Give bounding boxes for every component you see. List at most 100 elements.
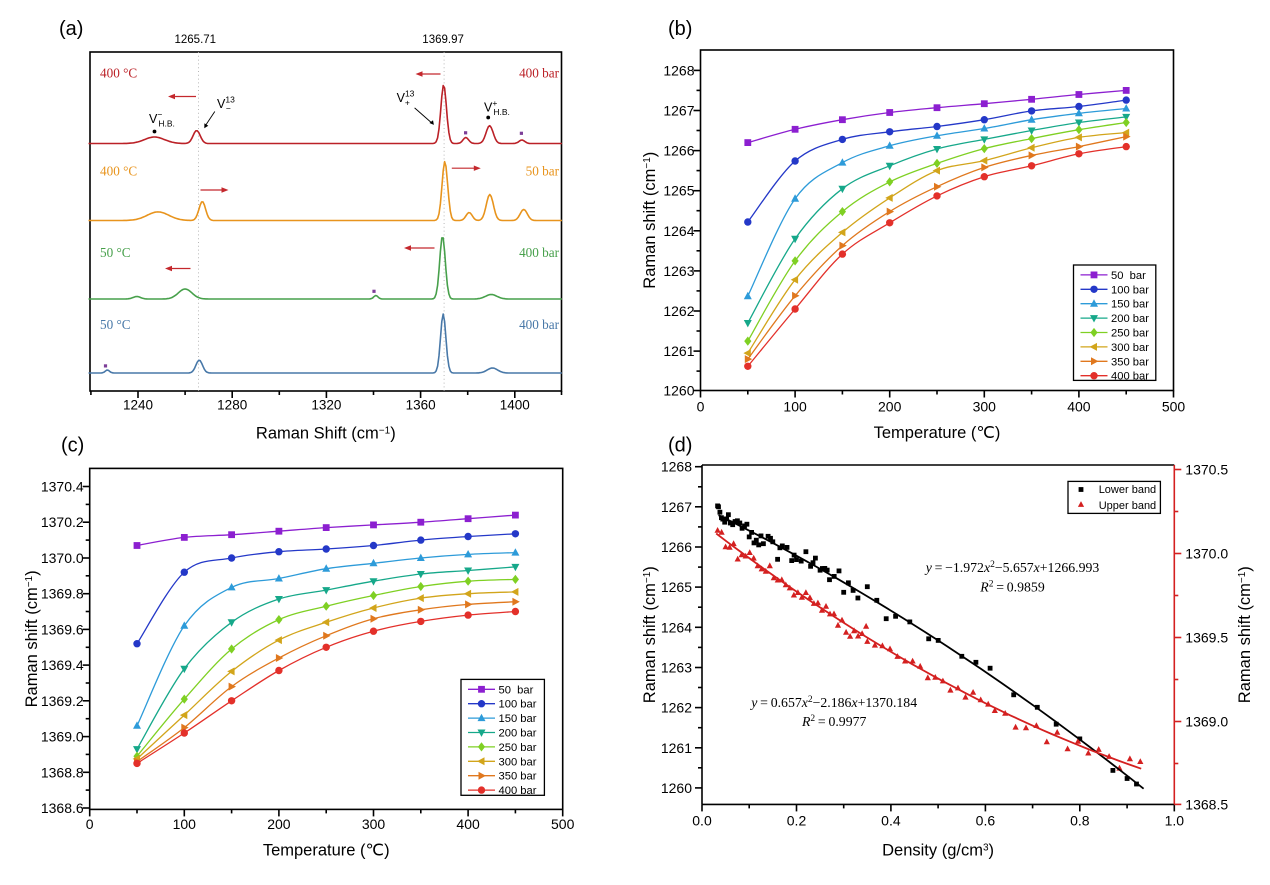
svg-text:1280: 1280 <box>217 398 247 413</box>
svg-text:0: 0 <box>86 816 94 832</box>
svg-text:1370.5: 1370.5 <box>1185 462 1228 478</box>
svg-text:R2 = 0.9859: R2 = 0.9859 <box>979 580 1045 595</box>
svg-text:100 bar: 100 bar <box>1111 284 1149 296</box>
svg-text:0.0: 0.0 <box>692 812 712 828</box>
svg-text:0: 0 <box>697 399 705 415</box>
svg-text:(d): (d) <box>668 435 692 457</box>
svg-text:Density (g/cm3): Density (g/cm3) <box>882 841 994 859</box>
svg-text:1369.6: 1369.6 <box>41 621 84 637</box>
svg-text:100 bar: 100 bar <box>499 699 537 711</box>
svg-text:300 bar: 300 bar <box>1111 342 1149 354</box>
svg-text:Raman Shift (cm−1): Raman Shift (cm−1) <box>256 424 396 442</box>
svg-text:1262: 1262 <box>663 303 694 319</box>
svg-text:Temperature (℃): Temperature (℃) <box>874 424 1001 442</box>
svg-text:0.4: 0.4 <box>881 812 901 828</box>
svg-text:200 bar: 200 bar <box>499 728 537 740</box>
svg-text:1368.5: 1368.5 <box>1185 796 1228 812</box>
svg-text:(b): (b) <box>668 18 692 40</box>
svg-text:150 bar: 150 bar <box>499 713 537 725</box>
svg-text:1240: 1240 <box>123 398 153 413</box>
svg-text:250 bar: 250 bar <box>499 742 537 754</box>
svg-text:1370.2: 1370.2 <box>41 514 84 530</box>
svg-text:50 °C: 50 °C <box>100 245 131 260</box>
svg-text:1260: 1260 <box>663 383 694 399</box>
svg-text:350 bar: 350 bar <box>499 771 537 783</box>
svg-text:1268: 1268 <box>663 62 694 78</box>
svg-text:Raman shift (cm−1): Raman shift (cm−1) <box>641 152 659 289</box>
svg-text:400: 400 <box>456 816 480 832</box>
svg-text:400: 400 <box>1067 399 1091 415</box>
svg-text:1267: 1267 <box>663 103 694 119</box>
svg-text:500: 500 <box>551 816 575 832</box>
svg-text:400 bar: 400 bar <box>499 785 537 797</box>
svg-text:1262: 1262 <box>661 700 692 716</box>
svg-text:1261: 1261 <box>663 343 694 359</box>
svg-text:0.8: 0.8 <box>1070 812 1090 828</box>
svg-text:y = −1.972x2−5.657x+1266.993: y = −1.972x2−5.657x+1266.993 <box>924 560 1100 575</box>
svg-text:Temperature (℃): Temperature (℃) <box>263 841 390 859</box>
svg-text:1265: 1265 <box>663 183 694 199</box>
svg-text:200: 200 <box>878 399 902 415</box>
svg-text:1369.4: 1369.4 <box>41 657 84 673</box>
svg-text:1265: 1265 <box>661 579 692 595</box>
svg-text:1370.0: 1370.0 <box>41 550 84 566</box>
svg-text:1368.8: 1368.8 <box>41 764 84 780</box>
svg-text:50 bar: 50 bar <box>1111 270 1146 282</box>
svg-text:100: 100 <box>783 399 807 415</box>
svg-text:300: 300 <box>362 816 386 832</box>
svg-text:1263: 1263 <box>661 660 692 676</box>
svg-text:1369.8: 1369.8 <box>41 586 84 602</box>
svg-text:250 bar: 250 bar <box>1111 328 1149 340</box>
svg-text:350 bar: 350 bar <box>1111 356 1149 368</box>
svg-text:1369.0: 1369.0 <box>1185 714 1228 730</box>
svg-text:Raman shift (cm−1): Raman shift (cm−1) <box>1236 566 1254 703</box>
svg-text:1368.6: 1368.6 <box>41 800 84 816</box>
svg-text:1360: 1360 <box>406 398 436 413</box>
svg-text:400 bar: 400 bar <box>519 317 560 332</box>
svg-text:1268: 1268 <box>661 459 692 475</box>
svg-text:1370.0: 1370.0 <box>1185 546 1228 562</box>
svg-text:50 °C: 50 °C <box>100 317 131 332</box>
svg-text:Upper band: Upper band <box>1099 500 1157 512</box>
svg-text:1267: 1267 <box>661 499 692 515</box>
svg-text:500: 500 <box>1162 399 1186 415</box>
svg-text:1369.5: 1369.5 <box>1185 630 1228 646</box>
svg-text:150 bar: 150 bar <box>1111 299 1149 311</box>
svg-text:100: 100 <box>173 816 197 832</box>
svg-text:0.2: 0.2 <box>787 812 807 828</box>
svg-text:1370.4: 1370.4 <box>41 479 84 495</box>
svg-text:0.6: 0.6 <box>976 812 996 828</box>
svg-text:1400: 1400 <box>500 398 530 413</box>
svg-text:400 bar: 400 bar <box>519 66 560 81</box>
svg-text:400 °C: 400 °C <box>100 164 137 179</box>
svg-text:1266: 1266 <box>663 143 694 159</box>
svg-text:1369.2: 1369.2 <box>41 693 84 709</box>
svg-text:200: 200 <box>267 816 291 832</box>
svg-text:1369.0: 1369.0 <box>41 729 84 745</box>
svg-text:1369.97: 1369.97 <box>422 34 464 46</box>
svg-text:Raman shift (cm−1): Raman shift (cm−1) <box>641 566 659 703</box>
svg-text:1265.71: 1265.71 <box>175 34 217 46</box>
svg-text:400 bar: 400 bar <box>519 245 560 260</box>
svg-text:1261: 1261 <box>661 740 692 756</box>
svg-text:1.0: 1.0 <box>1165 812 1185 828</box>
svg-text:R2 = 0.9977: R2 = 0.9977 <box>801 714 867 729</box>
svg-text:400 °C: 400 °C <box>100 66 137 81</box>
svg-text:50 bar: 50 bar <box>499 684 534 696</box>
svg-text:400 bar: 400 bar <box>1111 371 1149 383</box>
svg-text:(a): (a) <box>59 18 83 40</box>
svg-text:1264: 1264 <box>663 223 694 239</box>
svg-text:300 bar: 300 bar <box>499 756 537 768</box>
svg-text:(c): (c) <box>61 435 84 457</box>
svg-text:Lower band: Lower band <box>1099 484 1157 496</box>
svg-text:Raman shift (cm−1): Raman shift (cm−1) <box>23 570 41 707</box>
svg-text:1260: 1260 <box>661 780 692 796</box>
svg-text:300: 300 <box>973 399 997 415</box>
svg-text:50 bar: 50 bar <box>526 164 560 179</box>
svg-text:1320: 1320 <box>311 398 341 413</box>
svg-text:1264: 1264 <box>661 619 692 635</box>
svg-text:1266: 1266 <box>661 539 692 555</box>
svg-text:1263: 1263 <box>663 263 694 279</box>
svg-text:200 bar: 200 bar <box>1111 313 1149 325</box>
svg-text:V13−: V13− <box>217 95 235 114</box>
